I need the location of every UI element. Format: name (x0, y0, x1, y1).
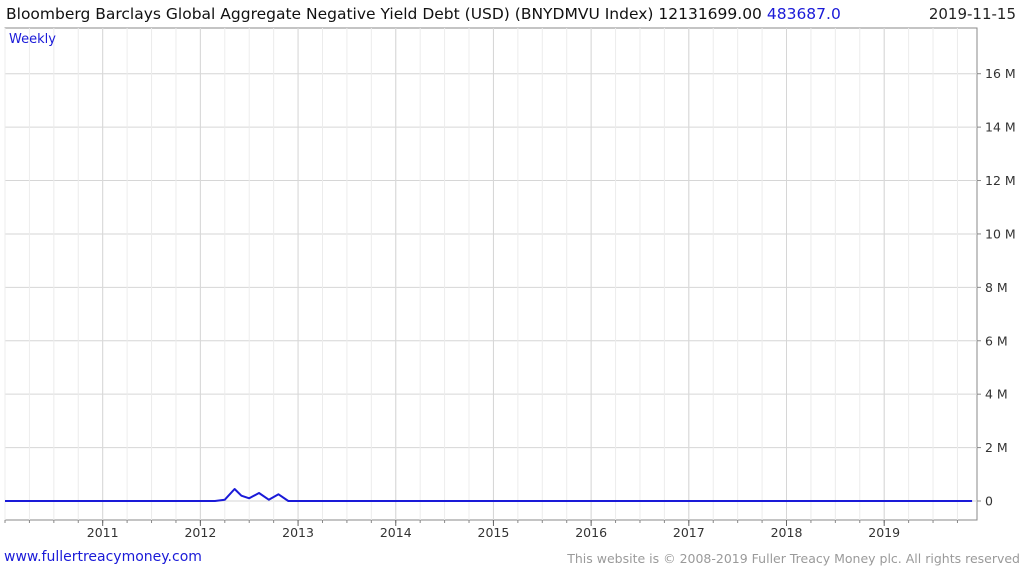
y-tick-label: 0 (985, 494, 993, 509)
chart-title: Bloomberg Barclays Global Aggregate Nega… (6, 5, 841, 23)
x-tick-label: 2017 (673, 525, 705, 540)
series-line (5, 488, 973, 502)
y-tick-label: 4 M (985, 387, 1008, 402)
y-tick-label: 6 M (985, 333, 1008, 348)
x-tick-label: 2013 (282, 525, 314, 540)
x-tick-label: 2016 (575, 525, 607, 540)
plot-frame (4, 27, 978, 521)
y-tick-label: 8 M (985, 280, 1008, 295)
site-link[interactable]: www.fullertreacymoney.com (4, 549, 202, 565)
y-axis-labels: 0 2 M 4 M 6 M 8 M 10 M 12 M 14 M 16 M (985, 66, 1016, 508)
y-tick-label: 12 M (985, 173, 1016, 188)
x-tick-label: 2012 (184, 525, 216, 540)
x-tick-label: 2018 (771, 525, 803, 540)
y-tick-label: 14 M (985, 120, 1016, 135)
y-tick-label: 2 M (985, 440, 1008, 455)
y-tick-label: 16 M (985, 66, 1016, 81)
x-tick-label: 2019 (868, 525, 900, 540)
copyright-notice: This website is © 2008-2019 Fuller Treac… (567, 551, 1020, 566)
index-value: 12131699.00 (658, 5, 762, 23)
chart-date: 2019-11-15 (928, 5, 1016, 23)
y-tick-label: 10 M (985, 226, 1016, 241)
chart-header: Bloomberg Barclays Global Aggregate Nega… (0, 0, 1024, 28)
frequency-label: Weekly (9, 32, 56, 47)
index-name: Bloomberg Barclays Global Aggregate Nega… (6, 5, 654, 23)
index-change: 483687.0 (766, 5, 841, 23)
x-axis-labels: 2011 2012 2013 2014 2015 2016 2017 2018 2019 (87, 525, 900, 540)
x-tick-label: 2011 (87, 525, 119, 540)
x-tick-label: 2014 (380, 525, 412, 540)
y-gridlines (5, 73, 981, 502)
x-tick-label: 2015 (478, 525, 510, 540)
x-gridlines (4, 28, 958, 526)
